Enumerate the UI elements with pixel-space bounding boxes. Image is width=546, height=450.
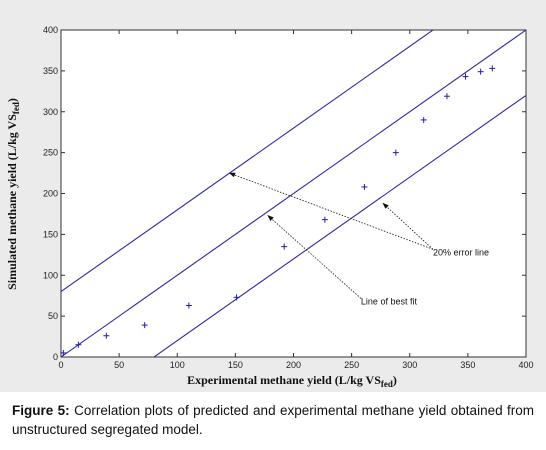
x-tick-label: 250 xyxy=(344,360,359,370)
y-tick-label: 300 xyxy=(43,107,58,117)
x-tick-label: 100 xyxy=(170,360,185,370)
x-tick-label: 300 xyxy=(402,360,417,370)
data-point xyxy=(103,332,110,339)
y-tick-label: 150 xyxy=(43,229,58,239)
x-tick-label: 50 xyxy=(114,360,124,370)
data-point xyxy=(420,116,427,123)
data-point xyxy=(233,294,240,301)
error-line-1 xyxy=(61,30,434,293)
caption-text: Correlation plots of predicted and exper… xyxy=(12,403,534,437)
plot-panel: 20% error line Line of best fit 0 50 100 150… xyxy=(0,0,546,392)
figure-caption: Figure 5: Correlation plots of predicted… xyxy=(12,401,534,439)
best-fit-line xyxy=(61,30,526,357)
annotation-label: 20% error line xyxy=(433,247,489,257)
data-point xyxy=(281,243,288,250)
y-tick-label: 250 xyxy=(43,148,58,158)
data-point xyxy=(462,73,469,80)
data-point xyxy=(141,322,148,329)
y-axis-title: Simulated methane yield (L/kg VSfed) xyxy=(5,98,21,290)
y-tick-label: 100 xyxy=(43,270,58,280)
data-point xyxy=(392,149,399,156)
caption-label: Figure 5: xyxy=(12,403,70,418)
x-tick-label: 400 xyxy=(518,360,533,370)
chart: 20% error line Line of best fit 0 50 100 150… xyxy=(5,25,534,389)
data-point xyxy=(60,349,67,356)
data-point xyxy=(185,302,192,309)
annotation-arrow xyxy=(228,172,434,250)
y-tick-label: 350 xyxy=(43,66,58,76)
data-point xyxy=(361,183,368,190)
y-tick-label: 50 xyxy=(48,311,58,321)
y-tick-label: 200 xyxy=(43,189,58,199)
data-point xyxy=(443,93,450,100)
data-point xyxy=(489,65,496,72)
x-tick-label: 350 xyxy=(460,360,475,370)
x-tick-label: 200 xyxy=(286,360,301,370)
y-tick-label: 400 xyxy=(43,25,58,35)
y-tick-label: 0 xyxy=(53,352,58,362)
data-point xyxy=(477,68,484,75)
annotation-label: Line of best fit xyxy=(361,296,418,306)
annotation-arrow xyxy=(382,202,434,250)
x-axis-title: Experimental methane yield (L/kg VSfed) xyxy=(187,373,397,389)
data-point xyxy=(75,341,82,348)
data-point xyxy=(321,216,328,223)
x-tick-label: 150 xyxy=(228,360,243,370)
x-tick-label: 0 xyxy=(58,360,63,370)
error-line-2 xyxy=(153,94,526,357)
